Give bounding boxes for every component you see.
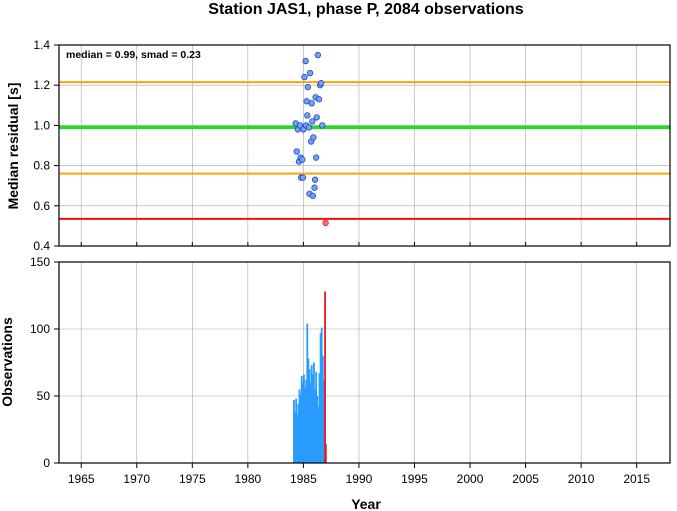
residual-point [309,118,316,125]
observation-bar [294,412,296,463]
observations-y-tick-label: 50 [37,389,51,403]
residual-point [311,184,318,191]
observations-panel: 0 50 100 150 1965 1970 1975 1980 1985 1990 1995 20… [0,255,671,511]
observation-bar [297,404,300,463]
residual-point [308,100,315,107]
x-tick-label: 1970 [123,472,150,486]
residual-y-tick-label: 0.8 [33,159,50,173]
x-tick-label: 2005 [512,472,539,486]
x-axis-label: Year [351,496,381,511]
observation-bar [303,374,305,463]
observation-bar [300,375,303,463]
residual-point [313,154,320,161]
residual-point [310,134,317,141]
observation-bar [301,382,304,463]
x-tick-label: 1990 [346,472,373,486]
observation-bar [298,389,301,463]
x-tick-label: 1965 [68,472,95,486]
x-tick-label: 1985 [290,472,317,486]
residual-point [314,51,321,59]
observations-y-tick-label: 0 [43,456,50,470]
observations-y-axis-label: Observations [0,317,15,407]
observation-bar [317,406,320,463]
residual-y-axis-label: Median residual [s] [5,83,21,210]
residual-point [299,156,306,163]
observation-bar [308,369,311,463]
observation-bar [316,396,319,463]
observation-bar [309,382,312,463]
residual-plot-area [59,45,670,246]
residual-point [313,114,320,121]
x-tick-label: 1975 [179,472,206,486]
residual-point [306,69,314,77]
residual-point [318,80,325,87]
residual-point [299,174,306,181]
residual-y-tick-label: 0.4 [33,239,50,253]
observation-bar [295,398,298,463]
residual-plot-frame [58,44,671,247]
observation-bar [319,333,322,463]
residual-point [296,122,304,129]
residual-reference-lines [59,81,670,220]
flagged-observation-bar [324,291,326,463]
flagged-residual-point [322,219,329,227]
x-tick-label: 1995 [401,472,428,486]
chart-title: Station JAS1, phase P, 2084 observations [208,1,523,18]
x-tick-label: 1980 [235,472,262,486]
flagged-observation-bar [324,444,327,463]
observation-bar [299,394,302,463]
x-tick-label: 2015 [623,472,650,486]
observations-plot-frame [58,261,671,464]
observations-y-tick-label: 100 [30,322,50,336]
observation-bar [313,362,315,463]
observation-bar [323,379,325,463]
observations-plot-area [59,262,670,463]
observation-bar [307,358,310,463]
residual-y-ticks: 0.4 0.6 0.8 1.0 1.2 1.4 [33,38,59,253]
residual-point [304,112,311,119]
residual-point [305,124,313,131]
residual-y-tick-label: 0.6 [33,199,50,213]
observation-bar [293,400,295,463]
observation-bar [311,374,314,463]
observation-bar [318,373,321,463]
residual-point [311,176,319,183]
observation-bar [305,379,308,463]
residual-point [302,57,309,65]
residual-x-ticks [80,242,638,246]
residual-panel: 0.4 0.6 0.8 1.0 1.2 1.4 median = 0.99, smad =… [5,38,671,253]
observations-y-tick-label: 150 [30,255,50,269]
residual-points [292,51,329,227]
residual-point [309,192,316,199]
residual-point [293,148,300,155]
x-tick-label: 2010 [568,472,595,486]
observation-bar [315,371,318,463]
residual-y-tick-label: 1.2 [33,78,50,92]
stats-annotation: median = 0.99, smad = 0.23 [66,49,201,61]
observation-bar [296,414,299,463]
residual-point [315,96,323,103]
observation-bar [320,327,323,463]
observation-bar [304,387,306,463]
x-tick-label: 2000 [457,472,484,486]
observations-x-ticks: 1965 1970 1975 1980 1985 1990 1995 2000 2005 2010… [68,463,650,486]
residual-point [301,74,308,81]
observation-bar [306,323,309,463]
residual-point [304,84,311,91]
residual-point [319,122,326,129]
residual-y-tick-label: 1.4 [33,38,50,52]
observation-bars [293,291,327,463]
observation-bar [310,365,313,463]
observations-y-ticks: 0 50 100 150 [30,255,59,470]
observation-bar [321,355,324,463]
observation-bar [314,389,316,463]
residual-y-tick-label: 1.0 [33,118,50,132]
